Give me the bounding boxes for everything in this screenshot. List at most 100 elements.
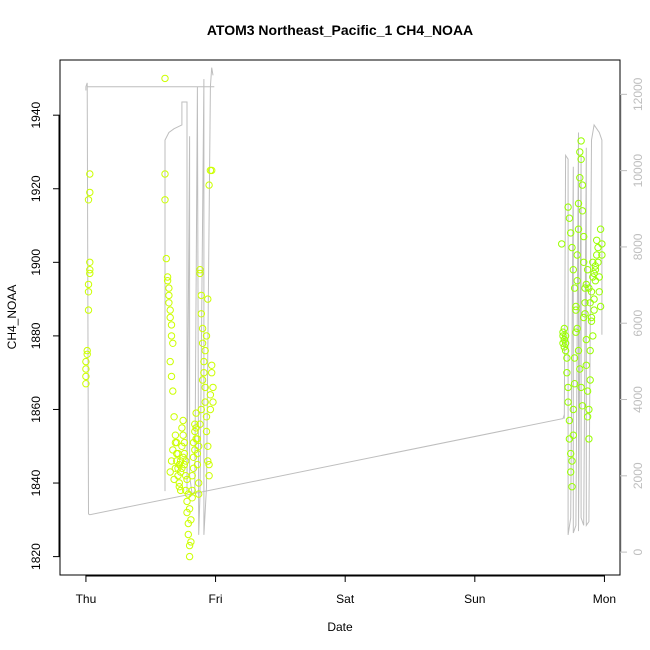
data-point [187,516,195,524]
data-point [83,346,91,355]
y2-tick-label: 6000 [631,310,645,337]
data-point [82,357,90,366]
data-point [572,302,580,311]
data-point [170,475,178,484]
data-point [574,346,583,355]
data-point [82,372,90,381]
data-point [185,505,194,513]
data-point [170,413,178,421]
scatter-points [82,74,606,561]
data-point [183,475,191,484]
data-point [582,335,590,344]
data-point [205,460,213,469]
chart-title: ATOM3 Northeast_Pacific_1 CH4_NOAA [207,22,473,38]
data-point [565,214,574,222]
data-point [182,457,190,465]
data-point [193,449,202,458]
data-point [559,332,567,340]
data-point [171,464,180,472]
data-point [565,416,574,425]
data-point [175,483,184,491]
data-point [162,254,171,263]
data-point [189,464,198,472]
data-point [166,306,174,314]
data-point [581,284,589,292]
data-point [595,288,603,296]
data-point [183,497,191,506]
data-point [198,324,207,333]
data-point [193,460,202,469]
data-point [569,431,577,439]
data-point [591,266,600,274]
data-point [208,166,216,175]
data-point [582,361,590,369]
data-point [593,236,601,245]
data-point [570,284,579,292]
data-point [591,277,600,285]
data-point [163,273,172,281]
data-point [84,306,93,314]
y2-tick-label: 10000 [631,154,645,188]
data-point [560,324,568,333]
data-point [564,383,572,392]
y-axis: 1820 1840 1860 1880 1900 1920 1940 [29,102,60,570]
y-tick-label: 1880 [29,322,43,349]
data-point [174,472,182,480]
data-point [558,240,566,248]
data-point [202,332,211,340]
data-point [184,530,193,539]
data-point [195,479,203,487]
data-point [201,383,209,392]
data-point [567,229,575,237]
data-point [180,460,189,469]
data-point [568,483,576,491]
x-tick-label: Mon [593,592,616,606]
data-point [86,188,94,197]
data-point [205,472,213,480]
data-point [175,479,184,487]
data-point [204,457,212,465]
data-point [189,438,198,447]
data-point [188,472,196,480]
data-point [586,376,594,384]
altitude-series [85,67,603,535]
data-point [576,148,584,156]
data-point [567,468,575,476]
data-point [583,413,592,421]
data-point [86,258,94,266]
data-point [586,299,594,307]
data-point [561,346,570,355]
data-point [86,269,94,278]
y-tick-label: 1860 [29,396,43,423]
data-point [580,232,588,241]
data-point [84,196,93,204]
data-point [184,519,193,528]
data-point [208,361,216,369]
data-point [176,486,185,495]
x-tick-label: Fri [209,592,223,606]
data-point [202,413,211,421]
data-point [169,446,177,454]
data-point [559,339,567,347]
data-point [84,280,93,289]
data-point [596,225,605,233]
data-point [192,409,200,417]
data-point [594,243,602,252]
x-axis-title: Date [327,620,353,634]
data-point [165,284,173,292]
data-point [598,240,606,248]
y2-tick-label: 8000 [631,233,645,260]
y-tick-label: 1820 [29,543,43,570]
data-point [184,490,193,498]
data-point [185,541,194,550]
y2-tick-label: 0 [631,548,645,555]
data-point [576,174,584,182]
data-point [573,251,581,259]
data-point [591,262,600,270]
data-point [167,457,176,465]
y-tick-label: 1840 [29,469,43,496]
data-point [572,306,580,314]
data-point [84,288,93,296]
data-point [176,468,185,476]
data-point [570,380,579,388]
